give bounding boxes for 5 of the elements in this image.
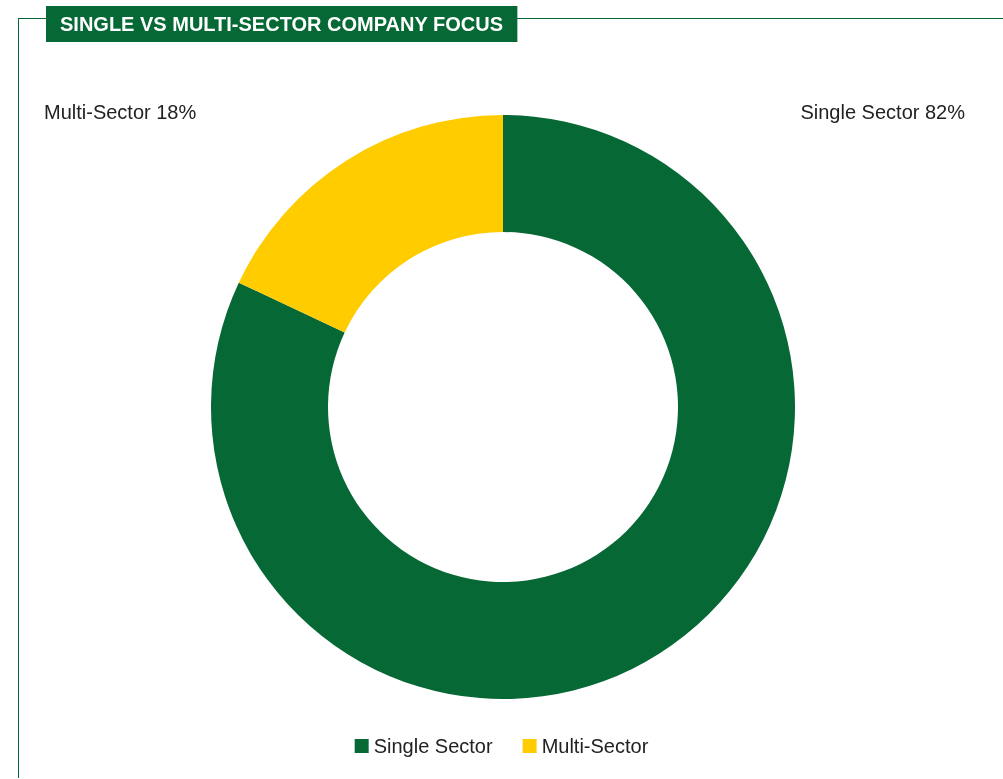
chart-title: SINGLE VS MULTI-SECTOR COMPANY FOCUS	[60, 13, 503, 35]
legend-label: Single Sector	[373, 735, 493, 757]
category-label: Multi-Sector 18%	[44, 101, 197, 123]
legend-label: Multi-Sector	[541, 735, 649, 757]
category-label: Single Sector 82%	[800, 101, 965, 123]
